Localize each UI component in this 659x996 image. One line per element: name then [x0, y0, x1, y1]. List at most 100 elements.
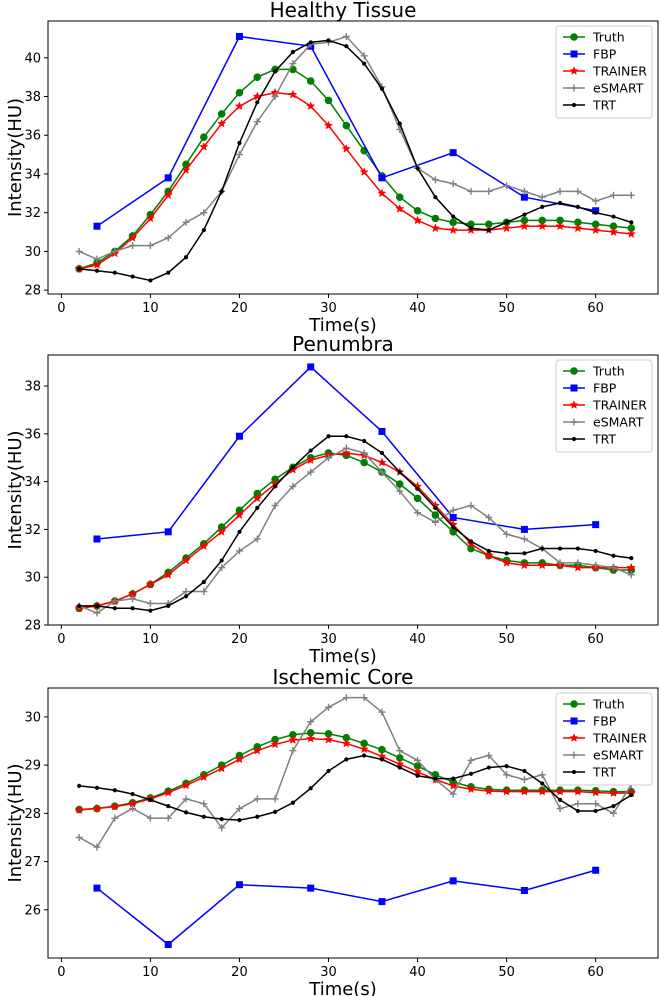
data-point [308, 786, 313, 791]
legend-marker [570, 751, 578, 759]
legend-marker [569, 66, 579, 75]
x-axis-title: Time(s) [308, 315, 376, 336]
data-point [556, 559, 564, 567]
data-point [573, 786, 583, 796]
legend-marker [571, 102, 577, 108]
x-tick-label: 20 [231, 965, 248, 980]
data-point [219, 189, 224, 194]
data-point [166, 804, 171, 809]
data-point [163, 190, 173, 200]
y-tick-label: 30 [24, 571, 41, 586]
data-point [235, 547, 243, 555]
legend-item-fbp: FBP [563, 714, 617, 729]
data-point [609, 564, 617, 572]
data-point [199, 141, 209, 151]
data-point [519, 786, 530, 796]
data-point [130, 791, 135, 797]
data-point [522, 212, 527, 217]
data-point [592, 866, 600, 874]
data-point [323, 734, 334, 744]
data-point [200, 800, 208, 808]
legend-label: TRAINER [592, 731, 647, 746]
series-trt [77, 38, 634, 283]
data-point [183, 255, 189, 260]
data-point [574, 187, 582, 195]
data-point [592, 521, 600, 529]
data-point [342, 444, 350, 452]
data-point [449, 506, 457, 514]
data-point [234, 510, 245, 520]
data-point [379, 86, 385, 91]
series-esmart [75, 32, 635, 263]
data-point [148, 278, 153, 283]
legend-marker [570, 50, 578, 58]
data-point [611, 214, 616, 219]
chart-title: Healthy Tissue [270, 0, 417, 22]
data-point [486, 228, 491, 233]
x-tick-label: 30 [320, 965, 337, 980]
legend: Truth FBP TRAINER eSMART TRT [555, 359, 653, 453]
data-point [235, 805, 243, 813]
data-point [362, 753, 367, 758]
data-point [414, 509, 422, 517]
y-tick-label: 34 [24, 167, 41, 182]
data-point [218, 824, 226, 832]
data-point [449, 149, 457, 157]
data-point [449, 513, 457, 521]
data-point [201, 228, 206, 233]
legend-item-trainer: TRAINER [563, 731, 647, 746]
data-point [415, 486, 420, 491]
axes-frame [47, 354, 659, 626]
data-point [342, 694, 350, 702]
legend-marker [570, 33, 578, 41]
legend-item-truth: Truth [563, 364, 625, 379]
data-point [164, 174, 172, 182]
data-point [397, 121, 402, 126]
series-line [79, 452, 632, 610]
data-point [237, 529, 242, 534]
data-point [94, 268, 100, 273]
data-point [360, 694, 368, 702]
data-point [127, 232, 138, 242]
data-point [556, 187, 564, 195]
chart-title: Penumbra [292, 332, 394, 356]
plot-area [74, 694, 636, 948]
data-point [201, 814, 206, 819]
data-point [255, 814, 260, 819]
data-point [557, 200, 563, 206]
data-point [611, 553, 616, 558]
data-point [307, 363, 315, 371]
data-point [573, 223, 583, 233]
legend-label: eSMART [593, 81, 644, 96]
data-point [431, 214, 440, 223]
legend-item-trainer: TRAINER [563, 398, 647, 413]
data-point [485, 187, 493, 195]
data-point [271, 93, 279, 101]
data-point [272, 69, 278, 74]
data-point [237, 140, 242, 146]
data-point [451, 524, 456, 530]
data-point [129, 805, 137, 813]
data-point [182, 795, 190, 803]
data-point [93, 222, 101, 230]
series-line [78, 447, 632, 614]
data-point [395, 480, 404, 488]
data-point [537, 786, 547, 796]
x-tick-label: 50 [498, 301, 515, 316]
data-point [504, 764, 509, 769]
data-point [216, 118, 227, 128]
series-truth [75, 729, 636, 814]
legend-label: eSMART [593, 415, 644, 430]
data-point [112, 788, 117, 793]
data-point [430, 223, 441, 233]
data-point [110, 801, 120, 811]
data-point [503, 771, 511, 779]
series-line [96, 869, 596, 946]
data-point [484, 550, 494, 560]
legend-label: Truth [592, 364, 625, 379]
data-point [306, 733, 316, 743]
data-point [414, 756, 422, 764]
data-point [93, 535, 101, 543]
data-point [448, 225, 458, 235]
data-point [378, 708, 386, 716]
